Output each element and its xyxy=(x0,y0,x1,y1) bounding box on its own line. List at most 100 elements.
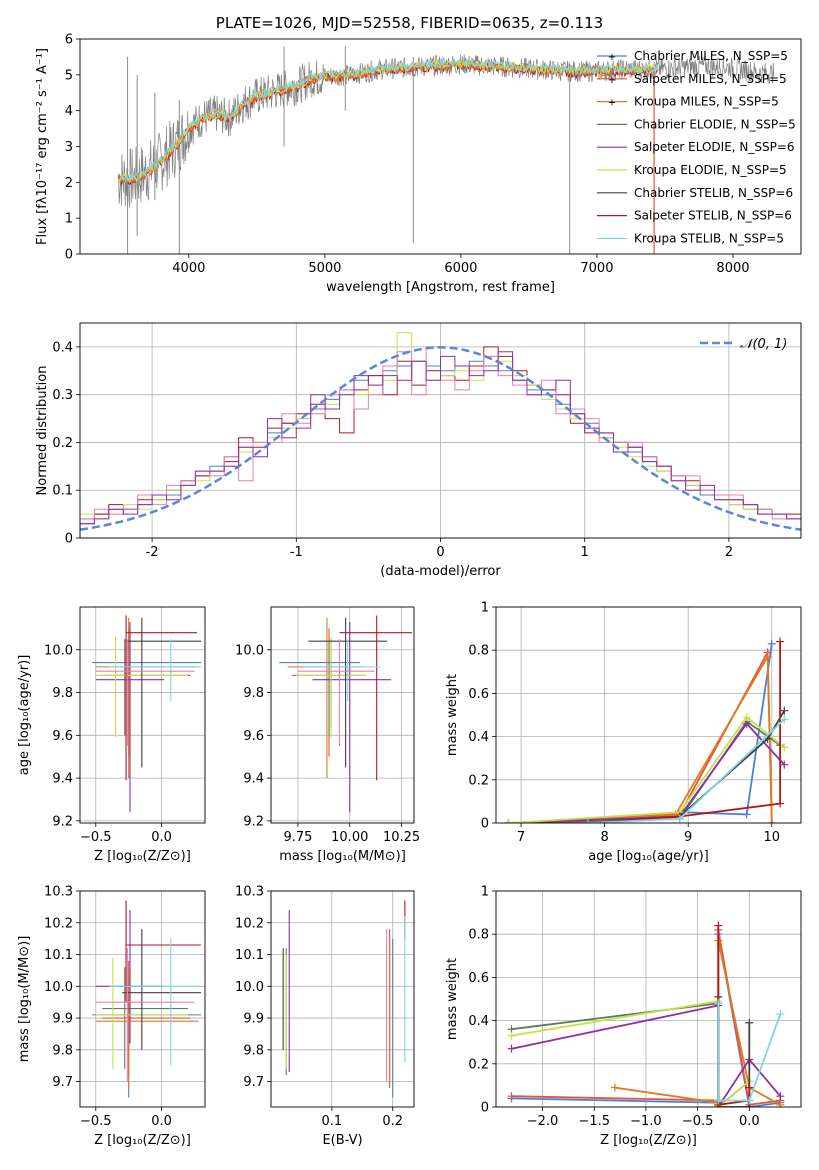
spectrum-ylabel: Flux [fλ10⁻¹⁷ erg cm⁻² s⁻¹ A⁻¹] xyxy=(35,48,50,245)
spectrum-frame xyxy=(79,38,802,255)
residuals-xtick-label: -1 xyxy=(290,545,303,560)
mass_vs_ebv-xlabel: E(B-V) xyxy=(322,1133,362,1148)
weight_vs_Z-xtick-label: −2.0 xyxy=(527,1114,559,1129)
weight-marker xyxy=(507,1044,516,1053)
age_vs_Z-xlabel: Z [log₁₀(Z/Z⊙)] xyxy=(94,849,191,864)
mass_vs_ebv-ytick-label: 9.8 xyxy=(243,1043,264,1058)
weight-line xyxy=(717,1003,782,1102)
weight-marker xyxy=(776,1092,785,1101)
weight_vs_Z-ytick-label: 0.4 xyxy=(468,1014,489,1029)
spectrum-xtick-label: 4000 xyxy=(172,261,205,276)
mass_vs_ebv-ytick-label: 10.2 xyxy=(235,916,264,931)
legend-marker: + xyxy=(608,75,616,86)
mass_vs_ebv-frame xyxy=(270,890,415,1108)
weight_vs_age-xtick-label: 7 xyxy=(517,830,525,845)
spectrum-xtick-label: 5000 xyxy=(308,261,341,276)
weight_vs_Z-xlabel: Z [log₁₀(Z/Z⊙)] xyxy=(600,1133,697,1148)
weight_vs_age-xtick-label: 10 xyxy=(763,830,780,845)
spectrum-ytick-label: 0 xyxy=(65,248,73,263)
legend-label: Kroupa MILES, N_SSP=5 xyxy=(634,95,779,109)
spectrum-ytick-label: 5 xyxy=(65,68,73,83)
residuals-ylabel: Normed distribution xyxy=(35,366,50,496)
residuals-ytick-label: 0.2 xyxy=(52,436,73,451)
weight_vs_Z-xtick-label: 0.0 xyxy=(739,1114,760,1129)
spectrum-xtick-label: 6000 xyxy=(444,261,477,276)
legend-label: Salpeter ELODIE, N_SSP=6 xyxy=(634,140,795,154)
legend-label-normal: 𝒩(0, 1) xyxy=(740,337,787,352)
legend-label: Chabrier MILES, N_SSP=5 xyxy=(634,49,788,63)
weight-line xyxy=(587,641,781,823)
model-fit-kroupa_stelib xyxy=(117,57,659,183)
age_vs_Z-ylabel: age [log₁₀(age/yr)] xyxy=(17,655,32,776)
mass_vs_Z-ytick-label: 10.3 xyxy=(44,885,73,900)
age_vs_mass-plot-area xyxy=(279,615,412,813)
spectrum-ytick-label: 6 xyxy=(65,33,73,48)
mass_vs_ebv-ytick-label: 9.7 xyxy=(243,1075,264,1090)
weight-marker xyxy=(776,799,785,808)
weight-line xyxy=(508,722,785,823)
weight_vs_Z-xtick-label: −1.5 xyxy=(578,1114,610,1129)
age_vs_mass-xtick-label: 10.25 xyxy=(383,830,420,845)
age_vs_Z-plot-area xyxy=(91,615,202,813)
mass_vs_ebv-ytick-label: 10.1 xyxy=(235,948,264,963)
spectrum-xtick-label: 7000 xyxy=(580,261,613,276)
age_vs_mass-ytick-label: 9.2 xyxy=(243,814,264,829)
mass_vs_ebv-plot-area xyxy=(282,900,406,1098)
weight-marker xyxy=(780,760,789,769)
weight-line xyxy=(511,1000,750,1107)
mass_vs_Z-ytick-label: 9.8 xyxy=(52,1043,73,1058)
mass_vs_Z-ylabel: mass [log₁₀(M/M⊙)] xyxy=(17,936,32,1063)
spectrum-ytick-label: 2 xyxy=(65,176,73,191)
normal-curve xyxy=(80,346,801,531)
age_vs_mass-xtick-label: 9.75 xyxy=(283,830,312,845)
weight-line xyxy=(511,1002,750,1107)
age_vs_Z-ytick-label: 10.0 xyxy=(44,643,73,658)
mass_vs_ebv-xtick-label: 0.2 xyxy=(382,1114,403,1129)
weight-marker xyxy=(583,819,592,823)
weight-marker xyxy=(767,819,776,823)
mass_vs_Z-ytick-label: 10.2 xyxy=(44,916,73,931)
age_vs_Z-frame xyxy=(79,606,206,824)
weight-line xyxy=(508,653,773,823)
weight_vs_Z-xtick-label: −1.0 xyxy=(630,1114,662,1129)
legend-marker: + xyxy=(608,98,616,109)
weight-marker xyxy=(776,637,785,646)
weight_vs_Z-ytick-label: 0.2 xyxy=(468,1057,489,1072)
residuals-xtick-label: 0 xyxy=(436,545,444,560)
weight_vs_Z-ytick-label: 0.6 xyxy=(468,971,489,986)
spectrum-ytick-label: 1 xyxy=(65,212,73,227)
residuals-ytick-label: 0.3 xyxy=(52,388,73,403)
residuals-ytick-label: 0 xyxy=(65,532,73,547)
weight_vs_age-xlabel: age [log₁₀(age/yr)] xyxy=(588,849,709,864)
weight-marker xyxy=(610,1083,619,1092)
weight_vs_age-ytick-label: 0.8 xyxy=(468,644,489,659)
weight-marker xyxy=(714,921,723,930)
mass_vs_ebv-ytick-label: 10.0 xyxy=(235,980,264,995)
weight-marker xyxy=(742,810,751,819)
weight-marker xyxy=(675,814,684,823)
age_vs_mass-ytick-label: 9.8 xyxy=(243,686,264,701)
age_vs_mass-xlabel: mass [log₁₀(M/M⊙)] xyxy=(279,849,406,864)
weight_vs_Z-xtick-label: −0.5 xyxy=(682,1114,714,1129)
age_vs_mass-xtick-label: 10.00 xyxy=(331,830,368,845)
weight-marker xyxy=(714,1096,723,1105)
mass_vs_Z-ytick-label: 9.7 xyxy=(52,1075,73,1090)
legend-label: Chabrier STELIB, N_SSP=6 xyxy=(634,186,793,200)
chart-title: PLATE=1026, MJD=52558, FIBERID=0635, z=0… xyxy=(216,14,603,32)
weight_vs_age-ytick-label: 0.4 xyxy=(468,730,489,745)
weight-marker xyxy=(714,999,723,1008)
weight-marker xyxy=(745,1018,754,1027)
age_vs_Z-ytick-label: 9.8 xyxy=(52,686,73,701)
residuals-plot-area xyxy=(80,332,801,538)
age_vs_mass-ytick-label: 9.4 xyxy=(243,772,264,787)
weight_vs_age-frame xyxy=(495,606,802,824)
weight-marker xyxy=(504,819,513,823)
weight_vs_Z-ytick-label: 1 xyxy=(481,885,489,900)
weight_vs_Z-frame xyxy=(495,890,802,1108)
mass_vs_Z-xtick-label: −0.5 xyxy=(80,1114,112,1129)
weight-marker xyxy=(763,652,772,661)
weight-marker xyxy=(776,1010,785,1019)
weight-marker xyxy=(742,713,751,722)
weight_vs_age-ytick-label: 1 xyxy=(481,601,489,616)
